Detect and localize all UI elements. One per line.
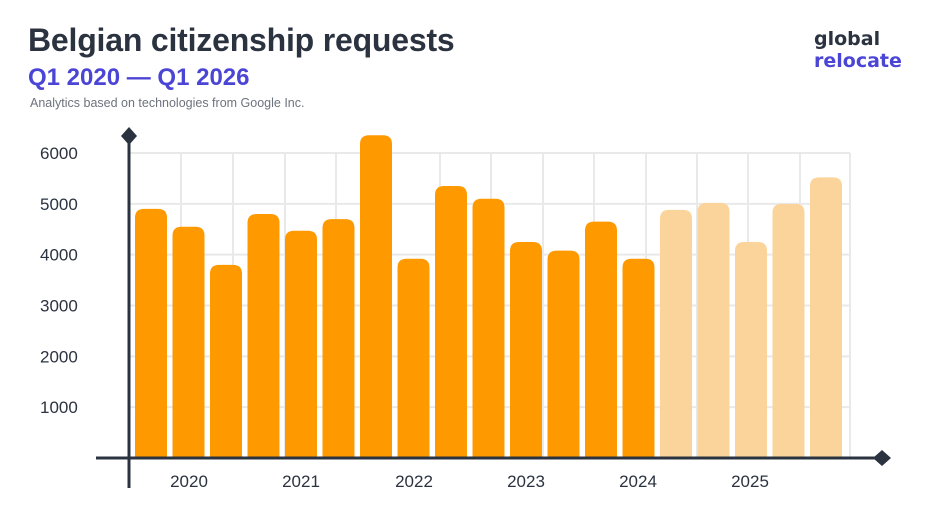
bar-actual [435, 186, 467, 458]
logo-line-relocate: relocate [814, 50, 902, 72]
bar-actual [247, 214, 280, 458]
y-tick-label: 3000 [40, 297, 78, 316]
chart-title: Belgian citizenship requests [28, 22, 455, 58]
global-relocate-logo: global relocate [814, 28, 902, 72]
x-axis-arrow-icon [873, 450, 891, 466]
bar-forecast [697, 202, 730, 458]
bar-forecast [810, 177, 842, 458]
x-tick-label: 2025 [731, 472, 769, 491]
bar-actual [397, 258, 430, 458]
y-axis-tick-labels: 1000 2000 3000 4000 5000 6000 [40, 144, 78, 417]
bar-actual [322, 219, 355, 458]
chart-axes [96, 127, 891, 488]
y-tick-label: 1000 [40, 398, 78, 417]
bar-actual [510, 241, 542, 458]
x-tick-label: 2020 [170, 472, 208, 491]
bar-actual [135, 208, 167, 458]
x-tick-label: 2022 [395, 472, 433, 491]
y-tick-label: 2000 [40, 347, 78, 366]
bar-actual [210, 264, 242, 458]
chart-subtitle: Q1 2020 — Q1 2026 [28, 64, 250, 91]
bar-actual [585, 221, 617, 458]
x-axis-tick-labels: 2020 2021 2022 2023 2024 2025 [170, 472, 769, 491]
source-note: Analytics based on technologies from Goo… [30, 96, 305, 110]
x-tick-label: 2024 [619, 472, 657, 491]
y-tick-label: 6000 [40, 144, 78, 163]
y-axis-arrow-icon [121, 127, 137, 145]
bar-forecast [735, 241, 767, 458]
bar-actual [472, 198, 505, 458]
bar-actual [285, 230, 317, 458]
x-tick-label: 2023 [507, 472, 545, 491]
y-tick-label: 4000 [40, 246, 78, 265]
bar-forecast [660, 209, 692, 458]
bar-actual [622, 258, 655, 458]
bar-actual [547, 250, 580, 458]
y-tick-label: 5000 [40, 195, 78, 214]
chart-bars [135, 135, 842, 459]
bar-forecast [772, 203, 805, 458]
logo-line-global: global [814, 28, 881, 50]
bar-actual [360, 135, 392, 459]
x-tick-label: 2021 [282, 472, 320, 491]
bar-actual [172, 226, 205, 458]
